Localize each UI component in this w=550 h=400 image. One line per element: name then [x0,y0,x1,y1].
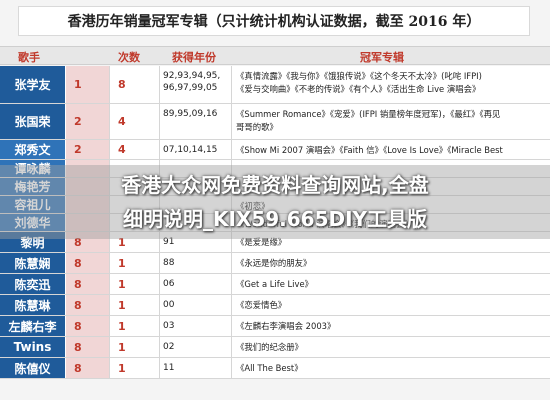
count-cell [110,196,160,213]
singer-name-cell: 陈奕迅 [0,274,66,294]
years-cell: 88 [160,253,232,273]
singer-name-cell: 容祖儿 [0,196,66,213]
watermark-line-2: 细明说明_KIX59.665DIY工具版 [122,207,428,231]
count-cell: 1 [110,295,160,315]
rank-cell: 2 [66,104,110,139]
rank-cell: 8 [66,295,110,315]
singer-name-cell: 陈慧琳 [0,295,66,315]
count-cell [110,160,160,177]
table-title: 香港历年销量冠军专辑（只计统计机构认证数据，截至 2016 年） [18,6,530,36]
years-cell: 02 [160,337,232,357]
rank-cell: 8 [66,358,110,378]
header-years: 获得年份 [172,51,216,64]
years-cell [160,178,232,195]
rank-cell [66,160,110,177]
table-row: 谭咏麟 [0,160,550,178]
rank-cell: 8 [66,232,110,252]
years-cell: 91 [160,232,232,252]
singer-name-cell: 刘德华 [0,214,66,231]
albums-cell: 《永远是你的朋友》 [236,258,312,268]
singer-name-cell: 梅艳芳 [0,178,66,195]
table-row: 梅艳芳 [0,178,550,196]
albums-cell: 《左麟右李演唱会 2003》 [236,321,336,331]
count-cell [110,214,160,231]
rank-cell: 8 [66,253,110,273]
count-cell [110,178,160,195]
table-row: 陈慧琳 8 1 00 《恋爱情色》 [0,295,550,316]
singer-name-cell: 谭咏麟 [0,160,66,177]
count-cell: 1 [110,337,160,357]
sales-table: 歌手 次数 获得年份 冠军专辑 张学友 1 8 92,93,94,95, 96,97,… [0,46,550,400]
years-cell: 92,93,94,95, 96,97,99,05 [160,66,232,103]
singer-name-cell: 陈僖仪 [0,358,66,378]
rank-cell: 2 [66,140,110,159]
rank-cell: 8 [66,337,110,357]
albums-cell: 《我们的纪念册》 [236,342,303,352]
singer-name-cell: 左麟右李 [0,316,66,336]
rank-cell [66,196,110,213]
albums-cell: 《Show Mi 2007 演唱会》《Faith 信》《Love Is Love… [236,145,503,155]
singer-name-cell: Twins [0,337,66,357]
singer-name-cell: 陈慧娴 [0,253,66,273]
table-row: 左麟右李 8 1 03 《左麟右李演唱会 2003》 [0,316,550,337]
count-cell: 1 [110,358,160,378]
table-header: 歌手 次数 获得年份 冠军专辑 [0,47,550,65]
rank-cell [66,178,110,195]
count-cell: 4 [110,140,160,159]
rank-cell: 8 [66,274,110,294]
albums-cell: 《真情流露》《我与你》《饿狼传说》《这个冬天不太冷》(叱咤 IFPI) 《爱与交… [236,71,482,94]
years-cell: 11 [160,358,232,378]
watermark-banner: 香港大众网免费资料查询网站,全盘 细明说明_KIX59.665DIY工具版 [0,165,550,239]
count-cell: 4 [110,104,160,139]
albums-cell: 《Wonderful World 演唱会》《我们的演唱会》 [236,219,413,229]
count-cell: 1 [110,232,160,252]
albums-cell: 《Summer Romance》《宠爱》(IFPI 销量榜年度冠军)，《最红》《… [236,109,501,132]
table-row: 陈慧娴 8 1 88 《永远是你的朋友》 [0,253,550,274]
albums-cell: 《Get a Life Live》 [236,279,313,289]
header-singer: 歌手 [18,51,40,64]
rank-cell [66,214,110,231]
albums-cell: 《All The Best》 [236,363,303,373]
table-row: 黎明 8 1 91 《是爱是缘》 [0,232,550,253]
count-cell: 1 [110,274,160,294]
table-row: 容祖儿 《初恋》 [0,196,550,214]
count-cell: 1 [110,316,160,336]
table-row: 刘德华 《Wonderful World 演唱会》《我们的演唱会》 [0,214,550,232]
singer-name-cell: 张学友 [0,66,66,103]
table-row: 郑秀文 2 4 07,10,14,15 《Show Mi 2007 演唱会》《Faith… [0,140,550,160]
singer-name-cell: 张国荣 [0,104,66,139]
albums-cell: 《初恋》 [236,201,270,211]
header-count: 次数 [118,51,140,64]
singer-name-cell: 郑秀文 [0,140,66,159]
table-row: Twins 8 1 02 《我们的纪念册》 [0,337,550,358]
years-cell: 03 [160,316,232,336]
table-row: 张学友 1 8 92,93,94,95, 96,97,99,05 《真情流露》《我与你》… [0,66,550,104]
singer-name-cell: 黎明 [0,232,66,252]
rank-cell: 8 [66,316,110,336]
years-cell [160,214,232,231]
rank-cell: 1 [66,66,110,103]
years-cell: 06 [160,274,232,294]
watermark-line-1: 香港大众网免费资料查询网站,全盘 [121,173,429,197]
years-cell: 07,10,14,15 [160,140,232,159]
albums-cell: 《是爱是缘》 [236,237,287,247]
years-cell: 89,95,09,16 [160,104,232,139]
years-cell [160,160,232,177]
count-cell: 1 [110,253,160,273]
years-cell [160,196,232,213]
count-cell: 8 [110,66,160,103]
table-row: 陈僖仪 8 1 11 《All The Best》 [0,358,550,379]
years-cell: 00 [160,295,232,315]
table-row: 陈奕迅 8 1 06 《Get a Life Live》 [0,274,550,295]
header-albums: 冠军专辑 [360,51,404,64]
albums-cell: 《恋爱情色》 [236,300,287,310]
table-row: 张国荣 2 4 89,95,09,16 《Summer Romance》《宠爱》(IFP… [0,104,550,140]
